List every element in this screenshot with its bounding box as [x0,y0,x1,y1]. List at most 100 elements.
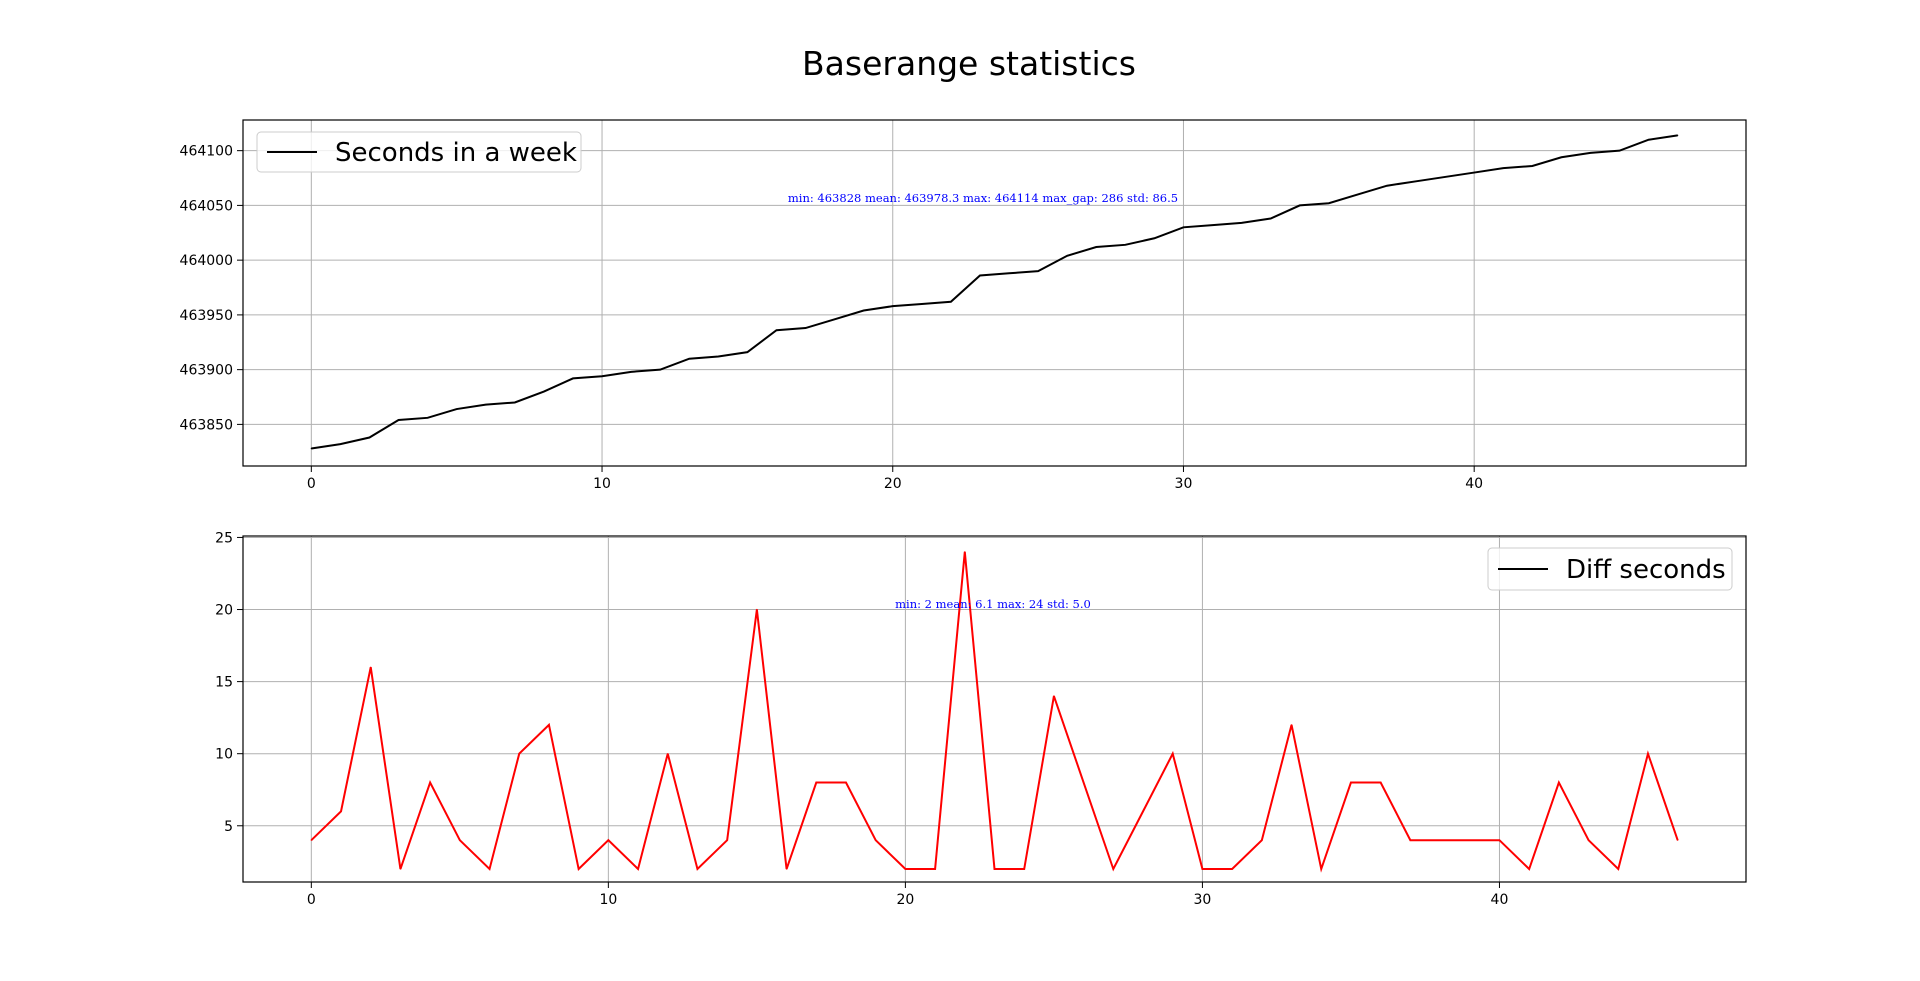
data-point [399,868,402,870]
data-point [1261,839,1263,841]
data-point [548,724,550,726]
data-point [1617,868,1619,870]
legend-label: Diff seconds [1566,555,1726,585]
data-point [785,868,788,870]
legend-label: Seconds in a week [335,138,577,168]
y-tick-label: 20 [215,603,233,619]
data-point [368,436,371,439]
y-tick-label: 15 [215,675,233,691]
legend-box [1487,547,1733,591]
data-point [804,327,807,329]
x-tick-label: 40 [1465,476,1483,492]
data-point [1201,868,1204,870]
data-point [1241,222,1243,224]
data-point [1589,152,1592,154]
data-point [397,419,400,421]
data-point [1357,193,1359,196]
data-point [1231,868,1233,870]
x-tick-label: 20 [896,892,914,908]
data-point [1648,139,1650,141]
y-tick-label: 463900 [180,363,233,379]
data-point [1008,272,1010,274]
y-tick-label: 5 [224,819,233,835]
data-point [1380,781,1382,784]
axes-frame [242,119,1747,467]
data-point [1153,237,1155,239]
data-point [1142,810,1144,812]
series-line [311,134,1678,450]
x-tick-label: 10 [593,476,611,492]
data-point [1415,180,1417,182]
data-point [756,608,758,611]
y-tick-label: 464100 [180,144,233,160]
data-point [310,447,312,450]
data-point [340,810,342,812]
data-point [815,781,817,784]
data-point [904,868,906,870]
data-point [1211,224,1214,226]
data-point [1439,839,1441,841]
data-point [934,868,936,870]
data-point [1469,839,1471,841]
data-point [726,839,728,841]
data-point [1618,150,1621,152]
data-point [1677,839,1679,841]
data-point [630,371,632,373]
data-point [1386,185,1388,187]
legend: Diff seconds [1487,547,1733,591]
x-tick-label: 20 [884,476,902,492]
x-tick-label: 0 [307,476,316,492]
data-point [601,375,603,377]
data-point [1124,244,1126,246]
data-point [1182,226,1185,228]
data-point [1290,724,1293,726]
legend: Seconds in a week [256,131,582,173]
data-point [1558,781,1560,784]
data-point [607,839,609,841]
data-point [1328,202,1330,204]
data-point [1677,134,1679,136]
data-point [1444,176,1446,178]
data-point [1473,171,1475,174]
data-point [1299,204,1301,207]
data-point [892,305,894,307]
data-point [459,839,461,841]
y-tick-label: 464000 [180,253,233,269]
data-point [1083,781,1085,784]
chart-title: Baserange statistics [802,44,1136,83]
data-point [1560,156,1562,158]
data-point [1647,753,1649,755]
data-point [1320,868,1322,870]
data-point [717,355,719,358]
data-point [1112,868,1114,870]
data-point [1172,753,1174,755]
x-tick-label: 30 [1175,476,1193,492]
data-point [1053,695,1055,697]
data-point [834,318,836,320]
data-point [659,369,661,371]
x-tick-label: 10 [599,892,617,908]
data-point [746,351,748,353]
y-tick-label: 25 [215,530,233,546]
data-point [1350,781,1352,784]
seconds-in-week-plot: 0 10 20 30 40 463850 463900 463950 464000 464050 4… [180,119,1747,492]
y-tick-label: 10 [215,747,233,763]
y-tick-label: 463950 [180,308,233,324]
data-point [1528,868,1530,870]
data-point [950,301,952,303]
data-point [696,868,699,870]
stats-annotation: min: 2 mean: 6.1 max: 24 std: 5.0 [895,597,1091,611]
legend-box [256,131,582,173]
diff-seconds-plot: 0 10 20 30 40 5 10 15 20 25 min: 2 mean: 6.1 max: … [215,530,1747,908]
axes-frame [242,535,1747,883]
data-point [578,868,580,870]
data-point [775,329,778,331]
y-tick-label: 463850 [180,417,233,433]
data-point [310,839,312,841]
x-tick-label: 40 [1491,892,1509,908]
data-point [518,753,520,755]
data-point [637,868,639,870]
data-point [543,390,545,393]
data-point [514,401,516,404]
data-point [1095,246,1097,248]
